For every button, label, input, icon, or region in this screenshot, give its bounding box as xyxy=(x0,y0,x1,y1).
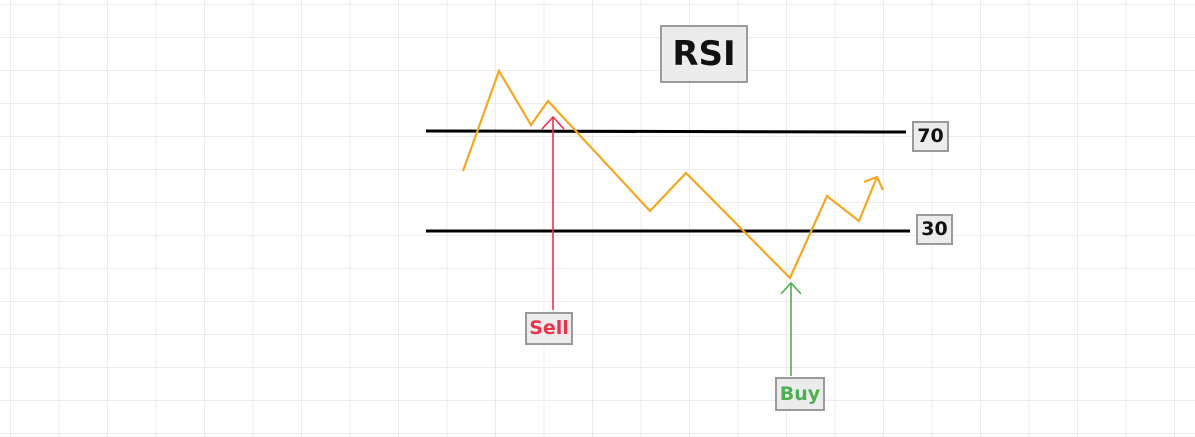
rsi-line xyxy=(461,68,879,280)
diagram-title: RSI xyxy=(660,25,748,83)
oversold-level-label: 30 xyxy=(916,214,953,245)
buy-arrowhead-icon xyxy=(780,281,802,295)
sell-signal-label: Sell xyxy=(525,312,573,345)
overbought-level-line xyxy=(425,129,907,134)
rsi-arrowhead-icon xyxy=(863,175,884,191)
sell-arrowhead-icon xyxy=(541,115,565,130)
buy-signal-label: Buy xyxy=(775,377,825,411)
overbought-level-label: 70 xyxy=(912,121,949,152)
